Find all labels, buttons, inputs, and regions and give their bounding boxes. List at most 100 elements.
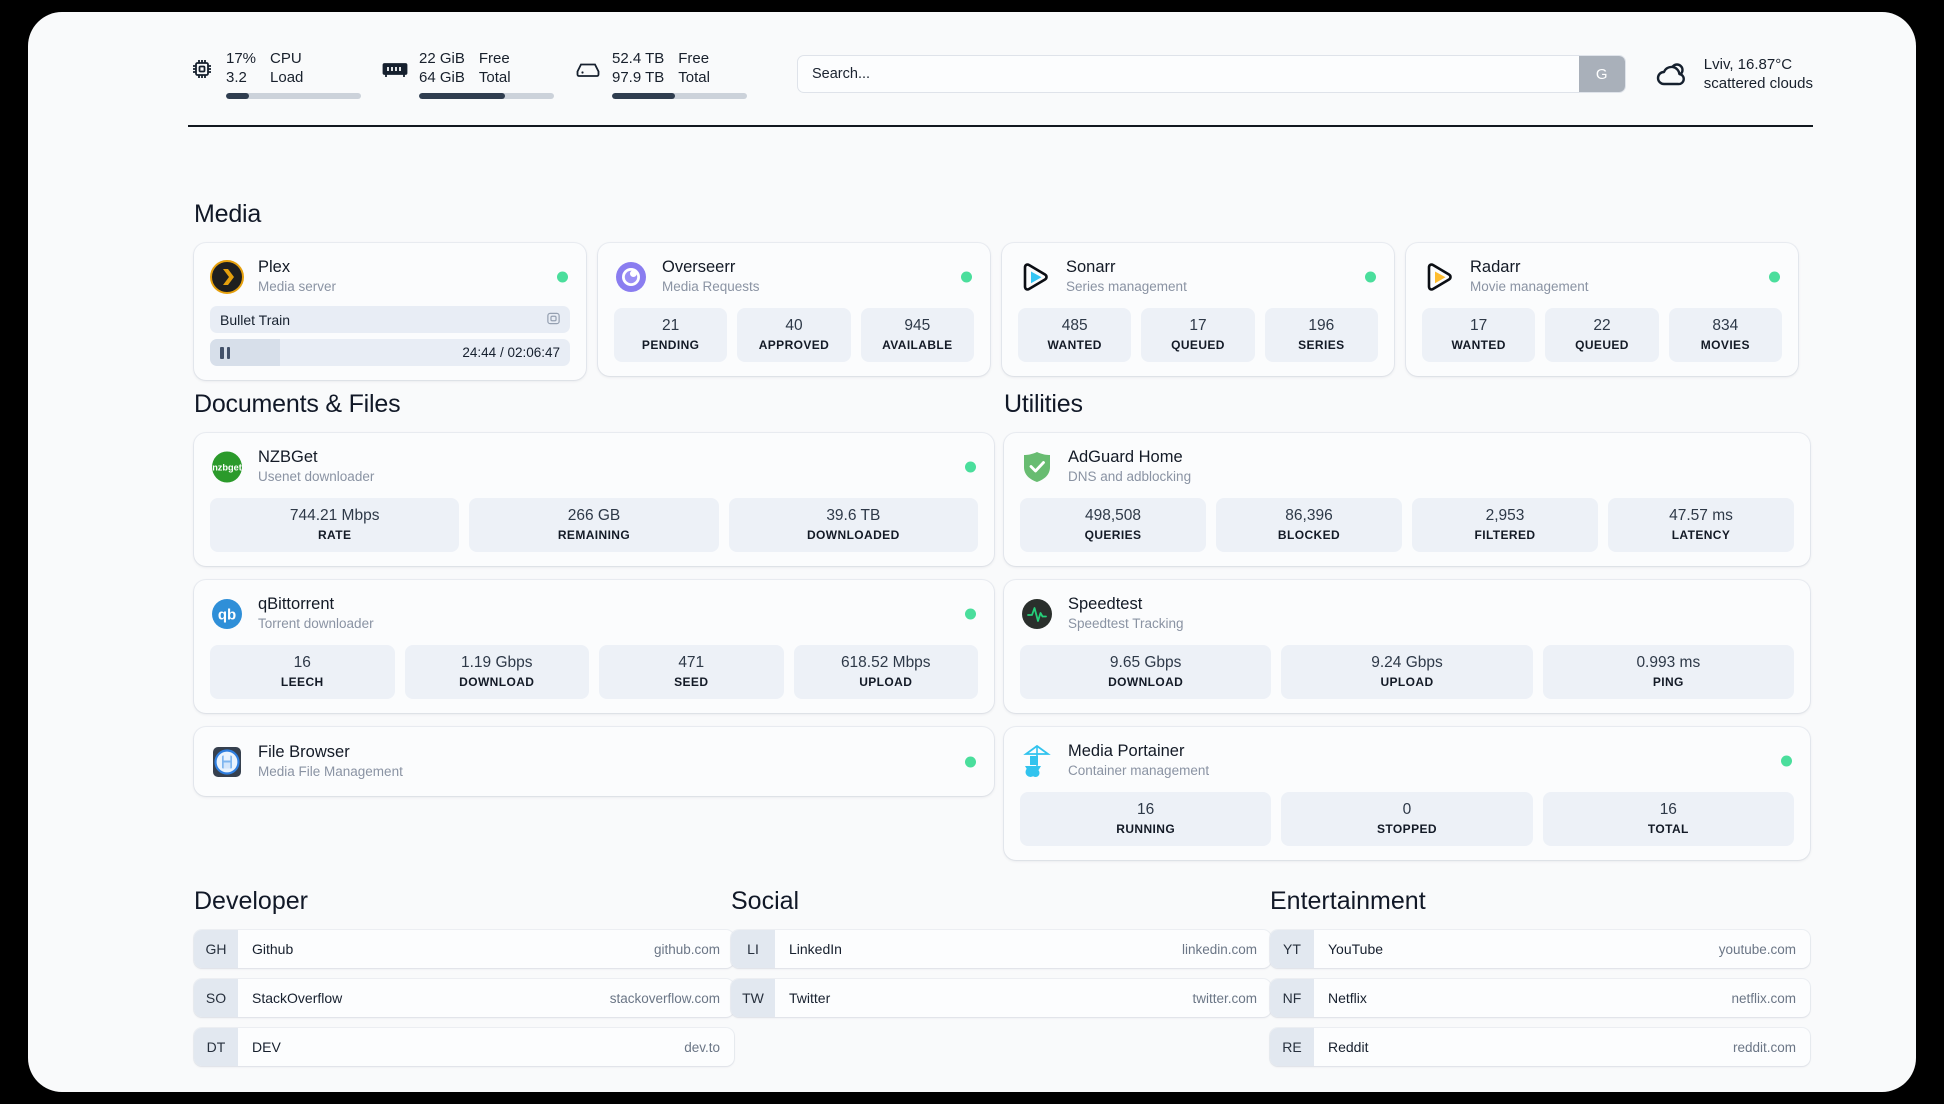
cpu-load-value: 3.2 — [226, 69, 247, 86]
stat-label: QUEUED — [1171, 338, 1225, 352]
weather-widget[interactable]: Lviv, 16.87°C scattered clouds — [1652, 55, 1813, 93]
stat-value: 16 — [1659, 801, 1677, 818]
service-card-speedtest[interactable]: Speedtest Speedtest Tracking 9.65 Gbps D… — [1004, 580, 1810, 713]
stat-label: UPLOAD — [859, 675, 913, 689]
memory-free-value: 22 GiB — [419, 50, 465, 67]
service-card-file-browser[interactable]: File Browser Media File Management — [194, 727, 994, 796]
service-card-qbittorrent[interactable]: qb qBittorrent Torrent downloader 16 LEE… — [194, 580, 994, 713]
service-name: Sonarr — [1066, 258, 1116, 276]
stat-label: FILTERED — [1474, 528, 1536, 542]
service-stats: 485 WANTED 17 QUEUED 196 SERIES — [1018, 308, 1378, 362]
storage-label-2: Total — [678, 69, 710, 86]
playback-progress[interactable]: 24:44 / 02:06:47 — [210, 339, 570, 366]
service-subtitle: DNS and adblocking — [1068, 469, 1192, 484]
svg-text:nzbget: nzbget — [212, 462, 242, 472]
radarr-icon — [1422, 260, 1456, 294]
bookmark-badge: SO — [194, 979, 238, 1017]
sonarr-icon — [1018, 260, 1052, 294]
service-subtitle: Media server — [258, 279, 337, 294]
service-card-nzbget[interactable]: nzbget NZBGet Usenet downloader 744.21 M… — [194, 433, 994, 566]
bookmark-item-twitter[interactable]: TW Twitter twitter.com — [731, 979, 1271, 1017]
pause-icon[interactable] — [220, 346, 230, 359]
bookmark-url: netflix.com — [1731, 990, 1796, 1006]
stat-box: 17 QUEUED — [1141, 308, 1255, 362]
storage-values: 52.4 TB 97.9 TB — [612, 49, 664, 87]
bookmark-group-entertainment: Entertainment YT YouTube youtube.com NF … — [1270, 887, 1810, 1077]
status-badge — [965, 608, 976, 619]
storage-labels: Free Total — [678, 49, 710, 87]
bookmark-item-linkedin[interactable]: LI LinkedIn linkedin.com — [731, 930, 1271, 968]
stat-label: DOWNLOAD — [1108, 675, 1184, 689]
service-subtitle: Torrent downloader — [258, 616, 374, 631]
stat-label: RATE — [317, 528, 352, 542]
bookmark-item-dev[interactable]: DT DEV dev.to — [194, 1028, 734, 1066]
stat-label: QUEUED — [1575, 338, 1629, 352]
stat-label: MOVIES — [1700, 338, 1750, 352]
stat-value: 196 — [1308, 317, 1335, 334]
service-card-plex[interactable]: Plex Media server Bullet Train — [194, 243, 586, 380]
search-input[interactable] — [797, 55, 1626, 93]
service-card-media-portainer[interactable]: Media Portainer Container management 16 … — [1004, 727, 1810, 860]
service-card-sonarr[interactable]: Sonarr Series management 485 WANTED 17 Q… — [1002, 243, 1394, 376]
service-card-adguard-home[interactable]: AdGuard Home DNS and adblocking 498,508 … — [1004, 433, 1810, 566]
service-stats: 16 LEECH 1.19 Gbps DOWNLOAD 471 SEED 618… — [210, 645, 978, 699]
stat-label: RUNNING — [1116, 822, 1176, 836]
stat-value: 16 — [1137, 801, 1155, 818]
bookmark-item-reddit[interactable]: RE Reddit reddit.com — [1270, 1028, 1810, 1066]
stat-box: 0 STOPPED — [1281, 792, 1533, 846]
stat-value: 266 GB — [567, 507, 621, 524]
stat-label: DOWNLOAD — [459, 675, 535, 689]
service-subtitle: Container management — [1068, 763, 1210, 778]
stat-box: 1.19 Gbps DOWNLOAD — [404, 645, 589, 699]
cpu-chip-icon — [188, 53, 216, 85]
bookmark-url: linkedin.com — [1181, 941, 1257, 957]
stat-box: 744.21 Mbps RATE — [210, 498, 460, 552]
stat-value: 17 — [1189, 317, 1207, 334]
bookmark-url: reddit.com — [1732, 1039, 1796, 1055]
cpu-labels: CPU Load — [270, 49, 303, 87]
bookmark-url: stackoverflow.com — [609, 990, 720, 1006]
stat-box: 16 RUNNING — [1020, 792, 1272, 846]
bookmark-item-youtube[interactable]: YT YouTube youtube.com — [1270, 930, 1810, 968]
bookmark-badge: LI — [731, 930, 775, 968]
stat-box: 266 GB REMAINING — [469, 498, 719, 552]
stat-value: 86,396 — [1285, 507, 1333, 524]
stat-value: 618.52 Mbps — [840, 654, 931, 671]
stat-label: BLOCKED — [1277, 528, 1341, 542]
stat-value: 21 — [662, 317, 680, 334]
stat-value: 40 — [785, 317, 803, 334]
bookmark-item-github[interactable]: GH Github github.com — [194, 930, 734, 968]
weather-condition: scattered clouds — [1703, 75, 1813, 92]
service-card-overseerr[interactable]: Overseerr Media Requests 21 PENDING 40 A… — [598, 243, 990, 376]
service-card-radarr[interactable]: Radarr Movie management 17 WANTED 22 QUE… — [1406, 243, 1798, 376]
service-stats: 16 RUNNING 0 STOPPED 16 TOTAL — [1020, 792, 1794, 846]
stat-label: REMAINING — [557, 528, 631, 542]
stat-box: 0.993 ms PING — [1542, 645, 1794, 699]
cloud-icon — [1652, 57, 1692, 91]
stat-value: 834 — [1712, 317, 1739, 334]
plex-player: Bullet Train 24:44 / 02:06:47 — [210, 306, 570, 366]
playback-time: 24:44 / 02:06:47 — [462, 345, 560, 360]
stat-label: PING — [1652, 675, 1684, 689]
service-name: AdGuard Home — [1068, 448, 1183, 466]
status-badge — [965, 756, 976, 767]
service-stats: 744.21 Mbps RATE 266 GB REMAINING 39.6 T… — [210, 498, 978, 552]
ram-stick-icon — [381, 53, 409, 85]
service-name: Plex — [258, 258, 291, 276]
bookmark-badge: NF — [1270, 979, 1314, 1017]
bookmark-item-stackoverflow[interactable]: SO StackOverflow stackoverflow.com — [194, 979, 734, 1017]
status-badge — [961, 271, 972, 282]
service-subtitle: Media Requests — [662, 279, 760, 294]
stat-label: LATENCY — [1671, 528, 1731, 542]
utilities-section: Utilities AdGuard Home DNS and adblockin… — [1004, 390, 1810, 860]
search-submit-button[interactable]: G — [1578, 56, 1625, 92]
cast-icon[interactable] — [546, 311, 561, 329]
media-section-title: Media — [194, 200, 262, 228]
status-badge — [1769, 271, 1780, 282]
stat-box: 16 TOTAL — [1542, 792, 1794, 846]
status-badge — [1781, 755, 1792, 766]
bookmark-item-netflix[interactable]: NF Netflix netflix.com — [1270, 979, 1810, 1017]
stat-box: 47.57 ms LATENCY — [1608, 498, 1794, 552]
stat-value: 47.57 ms — [1669, 507, 1733, 524]
stat-box: 471 SEED — [599, 645, 784, 699]
